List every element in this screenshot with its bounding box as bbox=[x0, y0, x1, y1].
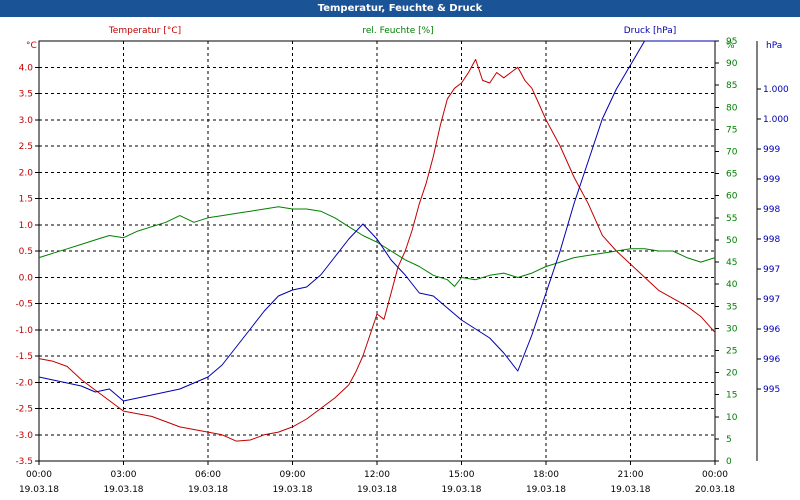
time-axis: 00:00 19.03.18 03:00 19.03.18 06:00 19.03.18 0… bbox=[19, 461, 735, 495]
pressure-tick-label: 996 bbox=[763, 325, 780, 335]
humidity-tick-label: 80 bbox=[726, 103, 738, 113]
pressure-series-name: Druck [hPa] bbox=[624, 26, 677, 36]
plot-frame bbox=[38, 40, 758, 462]
pressure-unit-label: hPa bbox=[766, 41, 782, 51]
pressure-tick-label: 998 bbox=[763, 235, 780, 245]
window-title: Temperatur, Feuchte & Druck bbox=[0, 0, 800, 17]
date-tick-label: 19.03.18 bbox=[526, 485, 566, 495]
humidity-tick-label: 25 bbox=[726, 346, 737, 356]
time-tick-label: 03:00 bbox=[111, 470, 137, 480]
temperature-tick-label: 1.5 bbox=[19, 195, 33, 205]
pressure-tick-label: 997 bbox=[763, 265, 780, 275]
date-tick-label: 19.03.18 bbox=[19, 485, 59, 495]
pressure-tick-label: 1.000 bbox=[763, 85, 789, 95]
temperature-tick-label: -1.0 bbox=[15, 326, 33, 336]
humidity-tick-label: 35 bbox=[726, 302, 737, 312]
pressure-tick-label: 995 bbox=[763, 385, 780, 395]
temperature-tick-label: 3.5 bbox=[19, 90, 33, 100]
humidity-tick-label: 60 bbox=[726, 192, 738, 202]
date-tick-label: 19.03.18 bbox=[188, 485, 228, 495]
temperature-tick-label: 2.0 bbox=[19, 168, 34, 178]
humidity-unit-label: % bbox=[726, 41, 735, 51]
humidity-tick-label: 5 bbox=[726, 435, 732, 445]
temperature-axis: 4.0 3.5 3.0 2.5 2.0 1.5 1.0 0.5 0.0 -0.5 -1.0 -1.5 -… bbox=[15, 63, 39, 467]
temperature-tick-label: 0.5 bbox=[19, 247, 33, 257]
humidity-tick-label: 95 bbox=[726, 37, 737, 47]
date-tick-label: 19.03.18 bbox=[357, 485, 397, 495]
temperature-tick-label: 0.0 bbox=[19, 273, 34, 283]
humidity-tick-label: 75 bbox=[726, 125, 737, 135]
pressure-tick-label: 999 bbox=[763, 145, 780, 155]
pressure-tick-label: 996 bbox=[763, 355, 780, 365]
time-tick-label: 00:00 bbox=[702, 470, 728, 480]
temperature-unit-label: °C bbox=[26, 41, 37, 51]
pressure-axis: 1.000 1.000 999 999 998 998 997 997 996 996 995 bbox=[757, 85, 789, 395]
pressure-tick-label: 997 bbox=[763, 295, 780, 305]
humidity-tick-label: 45 bbox=[726, 258, 737, 268]
date-tick-label: 19.03.18 bbox=[272, 485, 312, 495]
date-tick-label: 19.03.18 bbox=[441, 485, 481, 495]
pressure-line bbox=[38, 40, 715, 402]
time-tick-label: 21:00 bbox=[618, 470, 644, 480]
time-tick-label: 15:00 bbox=[449, 470, 475, 480]
temperature-tick-label: 2.5 bbox=[19, 142, 33, 152]
temperature-tick-label: -1.5 bbox=[15, 352, 33, 362]
temperature-tick-label: -2.0 bbox=[15, 378, 33, 388]
temperature-series-name: Temperatur [°C] bbox=[108, 26, 181, 36]
temperature-tick-label: -3.5 bbox=[15, 457, 33, 467]
axis-headers: °C Temperatur [°C] rel. Feuchte [%] % Dr… bbox=[26, 26, 782, 51]
humidity-tick-label: 65 bbox=[726, 170, 737, 180]
time-tick-label: 12:00 bbox=[364, 470, 390, 480]
date-tick-label: 19.03.18 bbox=[103, 485, 143, 495]
humidity-tick-label: 40 bbox=[726, 280, 738, 290]
temperature-tick-label: 4.0 bbox=[19, 63, 34, 73]
humidity-tick-label: 85 bbox=[726, 81, 737, 91]
humidity-tick-label: 0 bbox=[726, 457, 732, 467]
humidity-tick-label: 90 bbox=[726, 59, 738, 69]
chart-grid bbox=[39, 41, 715, 461]
humidity-tick-label: 10 bbox=[726, 413, 738, 423]
pressure-tick-label: 999 bbox=[763, 175, 780, 185]
humidity-tick-label: 55 bbox=[726, 214, 737, 224]
time-tick-label: 06:00 bbox=[195, 470, 221, 480]
temperature-tick-label: 1.0 bbox=[19, 221, 34, 231]
temperature-tick-label: -2.5 bbox=[15, 405, 33, 415]
humidity-tick-label: 30 bbox=[726, 324, 738, 334]
date-tick-label: 19.03.18 bbox=[610, 485, 650, 495]
time-tick-label: 00:00 bbox=[26, 470, 52, 480]
humidity-tick-label: 20 bbox=[726, 369, 738, 379]
time-tick-label: 09:00 bbox=[280, 470, 306, 480]
humidity-tick-label: 15 bbox=[726, 391, 737, 401]
humidity-line bbox=[38, 206, 716, 287]
temperature-tick-label: 3.0 bbox=[19, 116, 34, 126]
humidity-tick-label: 50 bbox=[726, 236, 738, 246]
temperature-tick-label: -0.5 bbox=[15, 300, 33, 310]
temperature-tick-label: -3.0 bbox=[15, 431, 33, 441]
pressure-tick-label: 998 bbox=[763, 205, 780, 215]
time-tick-label: 18:00 bbox=[533, 470, 559, 480]
temperature-line bbox=[38, 58, 716, 442]
date-tick-label: 20.03.18 bbox=[695, 485, 735, 495]
pressure-tick-label: 1.000 bbox=[763, 115, 789, 125]
series-lines bbox=[38, 40, 716, 442]
humidity-tick-label: 70 bbox=[726, 148, 738, 158]
humidity-series-name: rel. Feuchte [%] bbox=[362, 26, 433, 36]
